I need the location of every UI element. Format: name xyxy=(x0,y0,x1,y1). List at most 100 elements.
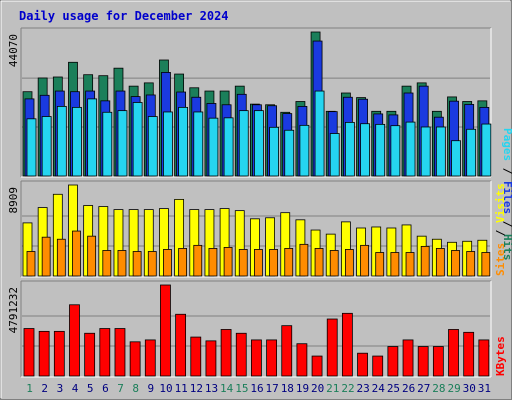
day-label: 18 xyxy=(281,382,294,395)
bar-kbytes xyxy=(69,304,80,377)
bar-pages xyxy=(147,116,158,177)
bar-sites xyxy=(375,252,385,277)
day-label: 22 xyxy=(341,382,354,395)
panel-hits-files-pages: 44070 xyxy=(7,27,492,178)
bar-sites xyxy=(254,249,263,277)
panel-visits-sites: 8909 xyxy=(7,180,492,278)
day-label: 4 xyxy=(72,382,79,395)
day-label: 10 xyxy=(159,382,172,395)
bar-sites xyxy=(481,252,491,277)
bar-sites xyxy=(329,250,339,277)
bar-sites xyxy=(87,235,97,277)
bar-sites xyxy=(314,248,324,277)
bar-kbytes xyxy=(114,328,126,377)
bar-pages xyxy=(299,124,310,177)
day-label: 1 xyxy=(26,382,33,395)
bar-pages xyxy=(178,106,189,177)
bar-kbytes xyxy=(296,343,308,377)
bar-kbytes xyxy=(402,339,414,377)
day-label: 31 xyxy=(478,382,491,395)
day-label: 26 xyxy=(402,382,415,395)
day-label: 28 xyxy=(432,382,445,395)
bar-pages xyxy=(481,123,492,177)
bar-kbytes xyxy=(432,346,444,377)
ymax-label: 44070 xyxy=(7,34,20,67)
bar-pages xyxy=(390,125,401,177)
bar-pages xyxy=(360,123,370,177)
bar-sites xyxy=(360,244,369,277)
bar-kbytes xyxy=(175,313,187,377)
day-label: 20 xyxy=(311,382,324,395)
bar-pages xyxy=(132,102,143,177)
bar-sites xyxy=(132,251,142,277)
day-label: 9 xyxy=(148,382,155,395)
legend-pages: Pages xyxy=(501,128,512,161)
bar-kbytes xyxy=(417,346,429,377)
bar-sites xyxy=(178,248,188,277)
bar-sites xyxy=(405,252,415,277)
day-label: 5 xyxy=(87,382,94,395)
bar-pages xyxy=(375,123,386,177)
bar-sites xyxy=(451,250,460,277)
bar-pages xyxy=(254,110,264,177)
bar-pages xyxy=(269,126,279,177)
bar-kbytes xyxy=(235,332,247,377)
bar-sites xyxy=(26,251,36,277)
legend-hits: Hits xyxy=(501,234,512,261)
bar-sites xyxy=(466,251,476,277)
bar-sites xyxy=(299,243,309,277)
legend-kbytes-text: KBytes xyxy=(494,336,507,376)
day-label: 19 xyxy=(296,382,309,395)
bar-kbytes xyxy=(372,355,384,377)
legend-files: Files xyxy=(501,181,512,214)
bar-kbytes xyxy=(23,328,35,377)
bar-sites xyxy=(223,246,233,277)
bar-sites xyxy=(163,249,172,277)
bar-sites xyxy=(208,248,218,277)
bar-pages xyxy=(451,140,461,177)
day-label: 8 xyxy=(132,382,139,395)
day-label: 17 xyxy=(266,382,279,395)
day-label: 11 xyxy=(175,382,188,395)
day-label: 14 xyxy=(220,382,234,395)
bar-sites xyxy=(238,249,248,277)
bar-kbytes xyxy=(357,352,368,377)
bar-sites xyxy=(117,250,127,277)
bar-pages xyxy=(193,111,204,177)
bar-sites xyxy=(420,245,430,277)
day-labels: 1 2 3 4 5 6 7 8 9 10 11 12 13 14 15 16 17 18 19 20 21 22 23 24 2… xyxy=(26,382,491,395)
bar-pages xyxy=(314,90,325,177)
legend-sep-1: / xyxy=(501,161,512,181)
bar-kbytes xyxy=(38,330,50,377)
bar-pages xyxy=(284,129,295,177)
bar-sites xyxy=(147,251,157,277)
bar-pages xyxy=(163,111,173,177)
bar-pages xyxy=(344,122,355,177)
bar-kbytes xyxy=(99,328,111,377)
bar-pages xyxy=(41,116,52,177)
bar-pages xyxy=(435,126,446,177)
day-label: 15 xyxy=(235,382,248,395)
day-label: 2 xyxy=(41,382,48,395)
bar-pages xyxy=(223,117,234,177)
bar-kbytes xyxy=(341,312,353,377)
day-label: 30 xyxy=(463,382,476,395)
panel-kbytes: 4791232 xyxy=(7,280,492,378)
bar-sites xyxy=(56,238,66,277)
bar-sites xyxy=(435,248,445,277)
bar-sites xyxy=(284,248,294,277)
bar-kbytes xyxy=(478,339,490,377)
bar-kbytes xyxy=(205,340,217,377)
bar-pages xyxy=(238,110,249,177)
bar-kbytes xyxy=(144,339,156,377)
ymax-label: 4791232 xyxy=(7,287,20,333)
panels: 44070 8909 4791232 xyxy=(7,27,492,378)
bar-kbytes xyxy=(160,284,171,377)
day-label: 7 xyxy=(117,382,124,395)
day-label: 6 xyxy=(102,382,109,395)
day-label: 24 xyxy=(372,382,386,395)
day-label: 29 xyxy=(447,382,460,395)
bar-kbytes xyxy=(266,339,277,377)
